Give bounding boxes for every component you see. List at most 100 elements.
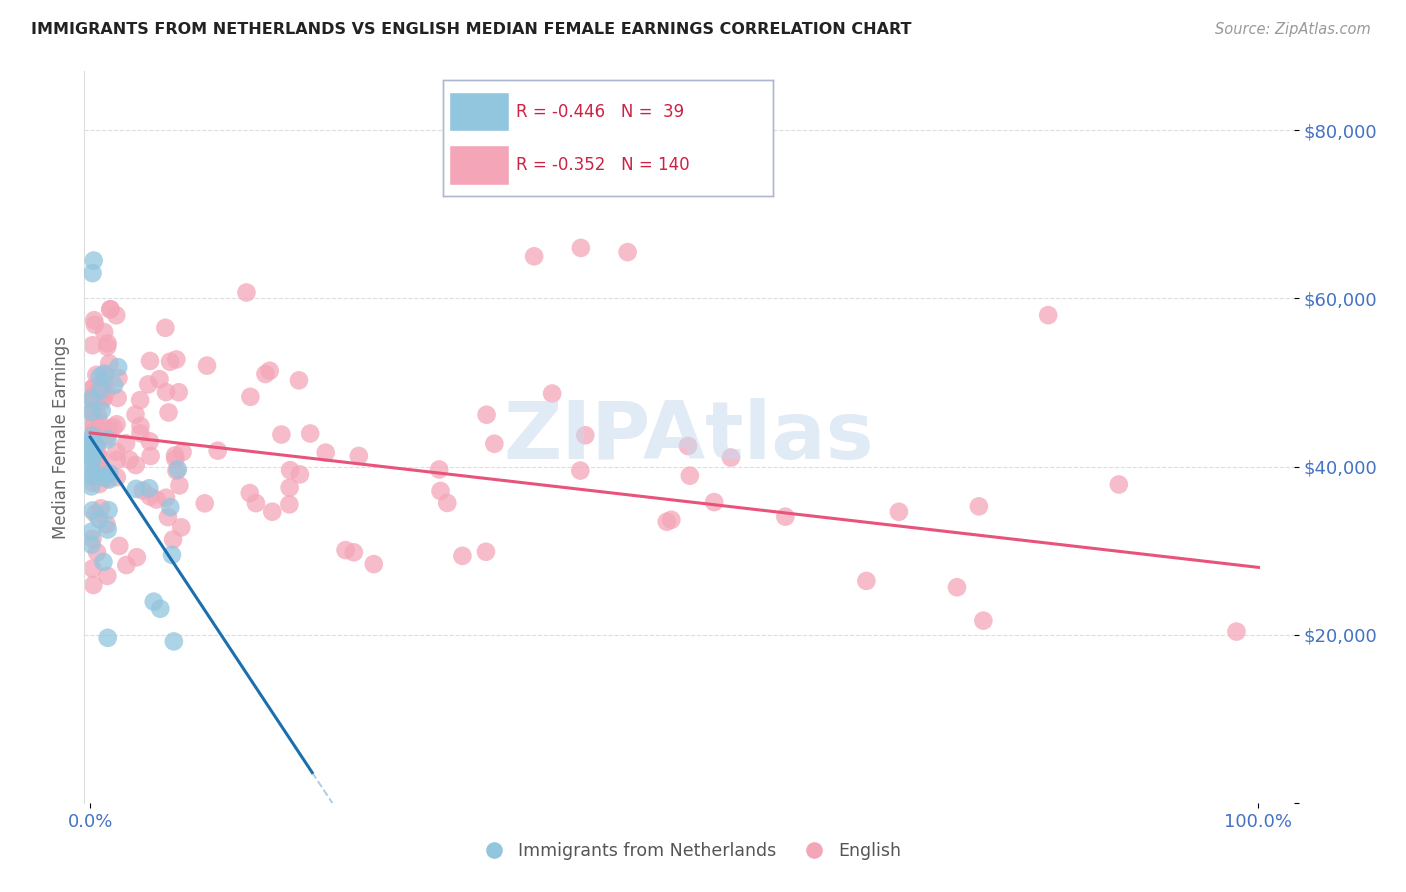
Point [156, 510, 179, 524]
Point [82, 578, 104, 592]
Point [170, 520, 193, 534]
Point [139, 434, 162, 449]
Point [541, 386, 564, 401]
Point [655, 515, 678, 529]
Point [703, 495, 725, 509]
Point [1038, 308, 1060, 322]
Text: ZIPAtlas: ZIPAtlas [503, 398, 875, 476]
Point [108, 539, 131, 553]
Point [315, 445, 337, 459]
Point [436, 496, 458, 510]
Point [129, 426, 152, 441]
Point [93, 384, 115, 398]
Point [159, 500, 181, 515]
Point [87, 463, 110, 477]
Point [96, 472, 118, 486]
Point [82, 418, 104, 433]
Point [155, 385, 177, 400]
Point [288, 373, 311, 387]
Point [80, 479, 103, 493]
Point [80, 435, 103, 450]
Point [98, 473, 121, 487]
Point [82, 475, 104, 490]
Point [97, 336, 120, 351]
Point [97, 503, 120, 517]
Point [82, 445, 104, 459]
Point [288, 467, 311, 482]
Point [89, 384, 111, 398]
Point [86, 439, 108, 453]
Text: IMMIGRANTS FROM NETHERLANDS VS ENGLISH MEDIAN FEMALE EARNINGS CORRELATION CHART: IMMIGRANTS FROM NETHERLANDS VS ENGLISH M… [31, 22, 911, 37]
Point [96, 517, 118, 532]
Point [720, 450, 742, 465]
Text: R = -0.352   N = 140: R = -0.352 N = 140 [516, 156, 689, 174]
Point [574, 428, 596, 442]
Point [659, 513, 682, 527]
Point [87, 512, 110, 526]
Point [139, 354, 162, 368]
Point [89, 450, 111, 464]
Text: Source: ZipAtlas.com: Source: ZipAtlas.com [1215, 22, 1371, 37]
Point [166, 464, 188, 478]
Point [97, 631, 120, 645]
Point [475, 408, 498, 422]
Point [166, 462, 188, 476]
Point [142, 594, 165, 608]
Point [90, 389, 112, 403]
FancyBboxPatch shape [450, 145, 509, 185]
Point [107, 360, 129, 375]
Point [86, 545, 108, 559]
Point [115, 436, 138, 450]
Point [278, 463, 301, 477]
Point [103, 420, 125, 434]
Point [569, 241, 592, 255]
Point [207, 443, 229, 458]
Point [775, 509, 797, 524]
Point [87, 459, 110, 474]
Point [80, 458, 103, 472]
Point [96, 340, 118, 354]
Point [129, 393, 152, 408]
Point [172, 445, 194, 459]
Point [239, 390, 262, 404]
Point [97, 523, 120, 537]
Point [93, 325, 115, 339]
Point [89, 417, 111, 431]
Point [82, 451, 104, 466]
Point [429, 483, 451, 498]
Point [967, 500, 990, 514]
Point [96, 384, 118, 398]
Point [83, 318, 105, 332]
Point [239, 486, 262, 500]
Point [679, 468, 702, 483]
Point [83, 460, 105, 475]
Point [82, 467, 104, 482]
Point [82, 442, 104, 456]
Point [86, 368, 108, 382]
Point [105, 445, 128, 459]
Point [93, 391, 115, 405]
Point [82, 389, 104, 403]
Point [82, 425, 104, 440]
Point [254, 367, 277, 381]
Point [569, 464, 592, 478]
Point [160, 548, 183, 562]
Point [89, 477, 111, 491]
Point [84, 391, 107, 405]
Point [87, 421, 110, 435]
Point [87, 447, 110, 461]
Point [139, 449, 162, 463]
Point [946, 580, 969, 594]
Point [129, 419, 152, 434]
Text: R = -0.446   N =  39: R = -0.446 N = 39 [516, 103, 683, 120]
Point [82, 428, 104, 442]
Point [270, 427, 292, 442]
Point [118, 453, 141, 467]
Point [82, 426, 104, 441]
Point [83, 313, 105, 327]
Point [84, 438, 107, 452]
Point [262, 505, 284, 519]
Point [82, 470, 104, 484]
Point [145, 492, 167, 507]
Point [96, 433, 118, 447]
